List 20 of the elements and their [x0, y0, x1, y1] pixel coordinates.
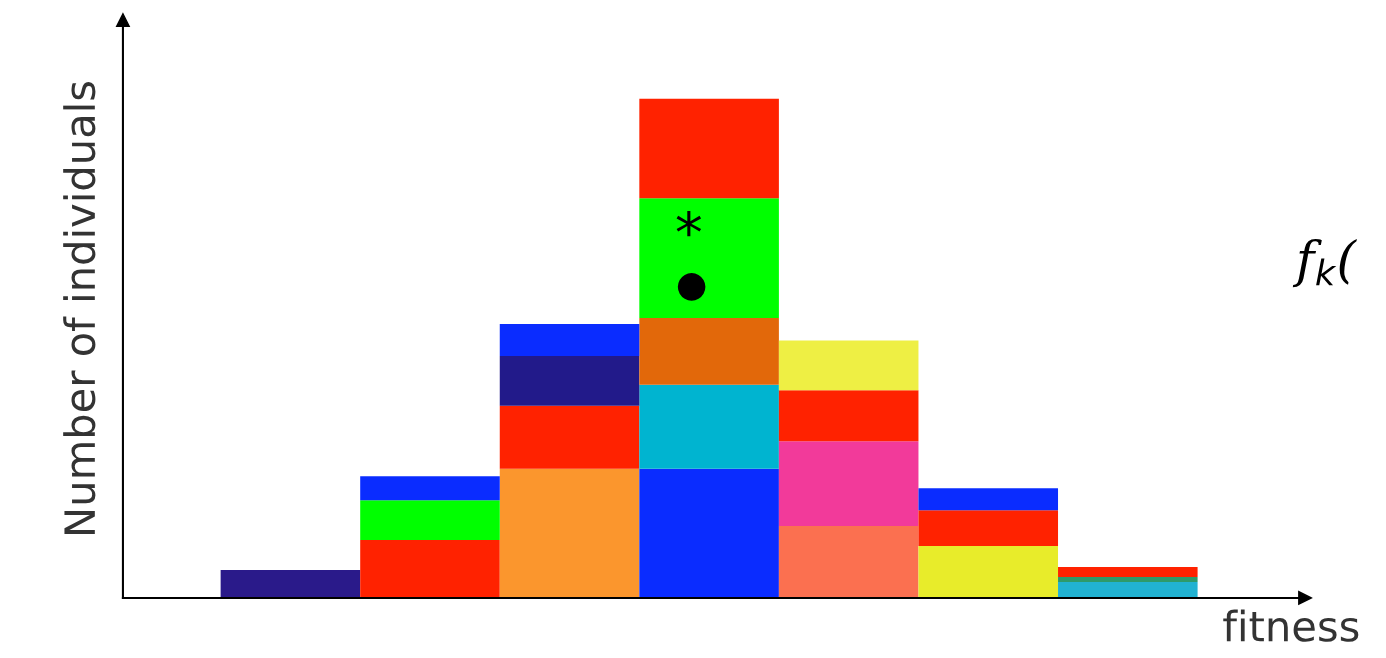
- bar: [778, 526, 919, 598]
- bar: [778, 441, 919, 527]
- bar: [499, 468, 640, 598]
- annotation: ●: [677, 273, 706, 301]
- bar: [639, 317, 779, 385]
- bar: [1058, 577, 1198, 583]
- bar: [499, 355, 640, 406]
- bar: [1058, 582, 1198, 598]
- bar: [778, 340, 919, 391]
- bar: [639, 98, 779, 199]
- annotation: *: [676, 210, 702, 237]
- bar: [918, 546, 1059, 598]
- bar: [499, 405, 640, 469]
- bar: [639, 384, 779, 469]
- x-axis-title: fitness: [1223, 609, 1359, 642]
- bar: [220, 570, 361, 598]
- bar: [918, 510, 1059, 547]
- annotation: f$_{k}$(: [1292, 238, 1357, 288]
- y-axis-title: Number of individuals: [63, 82, 96, 534]
- bar: [639, 198, 779, 318]
